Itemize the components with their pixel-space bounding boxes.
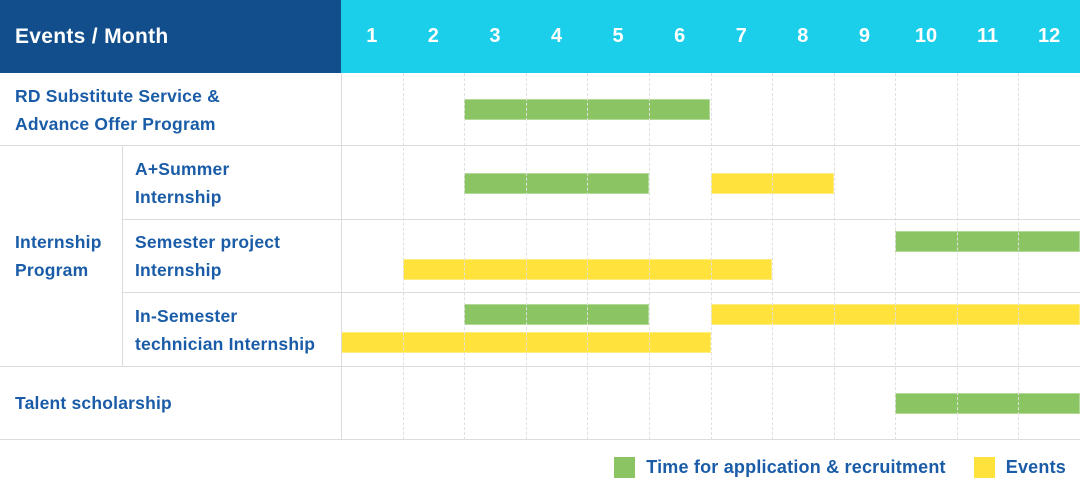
legend-swatch-events <box>973 456 995 478</box>
gantt-bar-recruitment <box>895 392 1080 414</box>
month-grid-line <box>464 73 466 440</box>
month-label: 4 <box>550 25 563 47</box>
month-label: 3 <box>489 25 501 47</box>
legend-label: Time for application & recruitment <box>646 456 946 477</box>
month-grid-line <box>1018 73 1020 440</box>
grid-line-horizontal <box>122 218 1080 220</box>
month-label: 7 <box>735 25 747 47</box>
month-grid-line <box>587 73 589 440</box>
events-month-title: Events / Month <box>15 24 169 48</box>
grid-line-horizontal <box>0 365 1080 367</box>
group-label-cell: Internship Program <box>0 146 122 366</box>
grid-line-horizontal <box>0 145 1080 147</box>
row-label: Semester project <box>135 232 281 253</box>
month-label: 10 <box>914 25 938 47</box>
row-label: Advance Offer Program <box>15 113 216 134</box>
gantt-bar-recruitment <box>464 172 649 194</box>
row-label-cell: Semester project Internship <box>122 220 341 293</box>
month-label: 11 <box>976 25 999 47</box>
month-label: 9 <box>858 25 870 47</box>
grid-line-vertical <box>341 73 342 440</box>
events-month-header-cell: Events / Month <box>0 0 341 73</box>
gantt-bar-recruitment <box>895 230 1080 252</box>
row-label-cell: RD Substitute Service & Advance Offer Pro… <box>0 73 341 146</box>
gantt-bar-recruitment <box>464 99 711 121</box>
row-label-cell: Talent scholarship <box>0 367 341 440</box>
month-grid-line <box>525 73 527 440</box>
month-grid-line <box>402 73 404 440</box>
gantt-bar-recruitment <box>464 304 649 326</box>
legend-item-events: Events <box>973 456 1066 478</box>
month-grid-line <box>833 73 835 440</box>
row-label: Talent scholarship <box>15 393 172 414</box>
group-label: Internship <box>15 232 102 253</box>
group-label: Program <box>15 260 89 281</box>
grid-line-horizontal <box>122 292 1080 294</box>
row-label: Internship <box>135 260 222 281</box>
grid-line-horizontal <box>0 439 1080 440</box>
month-label: 12 <box>1038 25 1061 47</box>
month-grid-line <box>895 73 897 440</box>
row-label: Internship <box>135 187 222 208</box>
month-header-row: 1 2 3 4 5 6 7 8 9 10 11 12 <box>341 0 1080 73</box>
row-label-cell: In-Semester technician Internship <box>122 293 341 366</box>
legend-item-recruitment: Time for application & recruitment <box>614 456 946 478</box>
month-grid-line <box>710 73 712 440</box>
month-grid-line <box>956 73 958 440</box>
legend-label: Events <box>1005 456 1066 477</box>
month-grid-line <box>772 73 774 440</box>
month-label: 6 <box>674 25 686 47</box>
row-label: A+Summer <box>135 159 230 180</box>
month-label: 8 <box>797 25 809 47</box>
grid-line-vertical <box>122 146 123 367</box>
month-label: 1 <box>366 25 378 47</box>
month-label: 2 <box>427 25 439 47</box>
row-label-cell: A+Summer Internship <box>122 146 341 219</box>
row-label: In-Semester <box>135 305 238 326</box>
month-grid-line <box>648 73 650 440</box>
row-label: technician Internship <box>135 333 316 354</box>
month-label: 5 <box>612 25 624 47</box>
row-label: RD Substitute Service & <box>15 85 220 106</box>
legend-swatch-recruitment <box>614 456 636 478</box>
legend: Time for application & recruitment Events <box>0 440 1080 494</box>
